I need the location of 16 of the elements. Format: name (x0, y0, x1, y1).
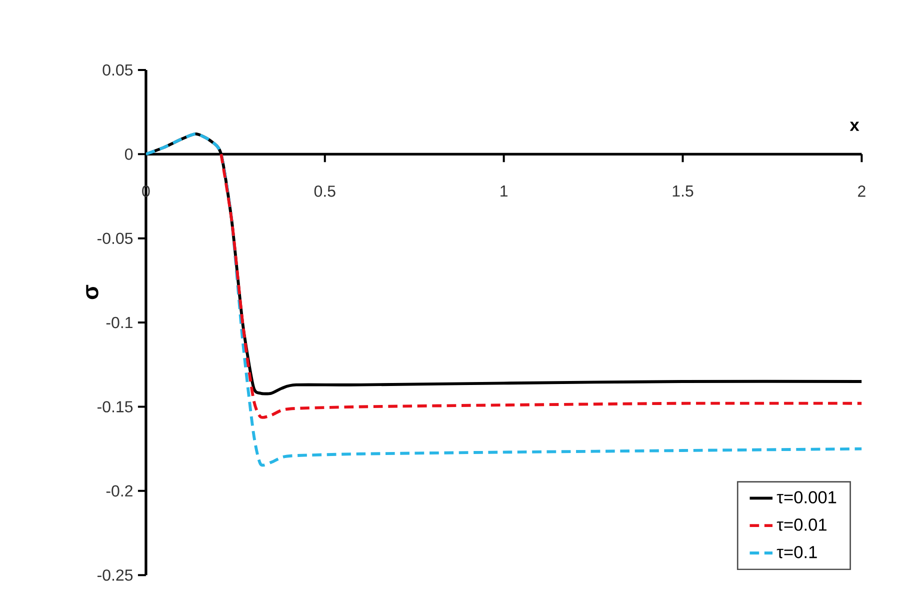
y-tick-label: 0 (124, 148, 133, 160)
y-tick-label: -0.1 (106, 316, 132, 328)
legend-label: τ=0.01 (776, 518, 826, 531)
x-tick-label: 1 (500, 186, 508, 197)
y-tick-label: -0.25 (98, 570, 133, 581)
x-axis-title: x (850, 122, 860, 132)
y-tick-label: -0.2 (106, 485, 132, 497)
y-tick-label: 0.05 (102, 64, 133, 76)
x-tick-label: 0.5 (314, 186, 336, 197)
legend-label: τ=0.1 (776, 546, 817, 558)
y-tick-label: -0.15 (98, 401, 133, 412)
y-tick-label: -0.05 (98, 232, 133, 244)
y-axis-title: σ (86, 285, 98, 300)
x-tick-label: 2 (858, 186, 866, 197)
x-tick-label: 1.5 (672, 186, 694, 197)
legend-label: τ=0.001 (776, 491, 836, 504)
